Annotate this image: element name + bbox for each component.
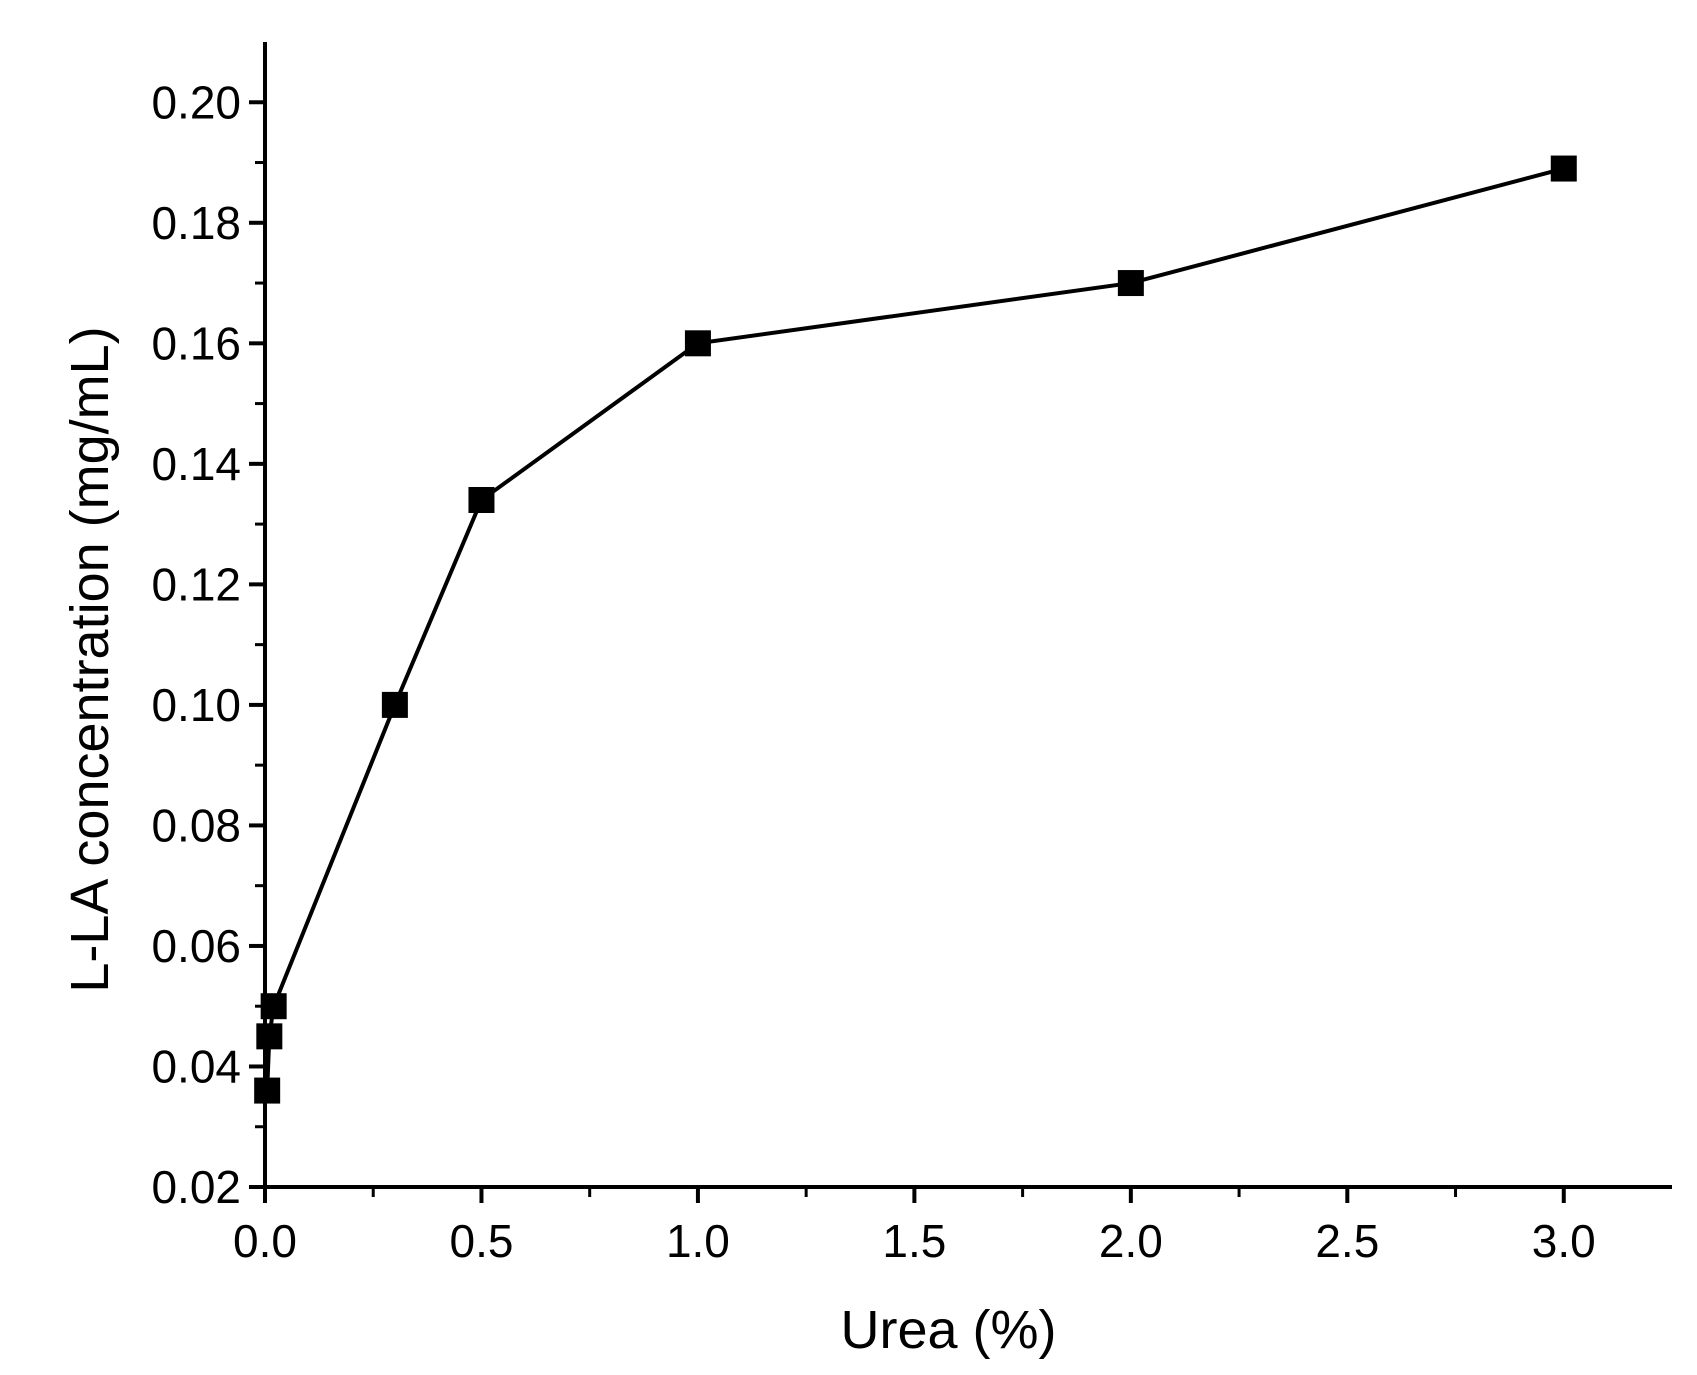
data-series <box>254 155 1577 1104</box>
x-tick-label: 2.5 <box>1315 1215 1379 1267</box>
ticks: 0.0 0.5 1.0 1.5 2.0 2.5 3.0 0.02 0.04 0.06 0.08 0.1… <box>151 76 1595 1267</box>
y-tick-label: 0.12 <box>151 558 241 610</box>
y-tick-label: 0.16 <box>151 317 241 369</box>
data-point <box>1117 270 1144 297</box>
x-axis-title: Urea (%) <box>840 1300 1056 1360</box>
y-tick-label: 0.10 <box>151 679 241 731</box>
y-tick-label: 0.02 <box>151 1161 241 1213</box>
y-tick-label: 0.06 <box>151 920 241 972</box>
x-tick-label: 3.0 <box>1532 1215 1596 1267</box>
y-axis-title: L-LA concentration (mg/mL) <box>60 326 120 992</box>
y-tick-label: 0.04 <box>151 1040 241 1092</box>
y-tick-label: 0.18 <box>151 197 241 249</box>
y-tick-label: 0.08 <box>151 799 241 851</box>
y-tick-label: 0.14 <box>151 438 241 490</box>
x-tick-label: 0.0 <box>233 1215 297 1267</box>
data-point <box>1550 155 1577 182</box>
x-tick-label: 0.5 <box>449 1215 513 1267</box>
y-tick-label: 0.20 <box>151 76 241 128</box>
axes <box>263 42 1672 1189</box>
x-tick-label: 2.0 <box>1099 1215 1163 1267</box>
data-point <box>684 330 711 357</box>
data-point <box>468 487 495 513</box>
series-line <box>265 166 1565 1091</box>
data-point <box>256 1023 283 1050</box>
data-point <box>381 691 408 718</box>
data-point <box>260 993 287 1020</box>
data-point <box>254 1077 281 1104</box>
x-tick-label: 1.0 <box>666 1215 730 1267</box>
x-tick-label: 1.5 <box>882 1215 946 1267</box>
